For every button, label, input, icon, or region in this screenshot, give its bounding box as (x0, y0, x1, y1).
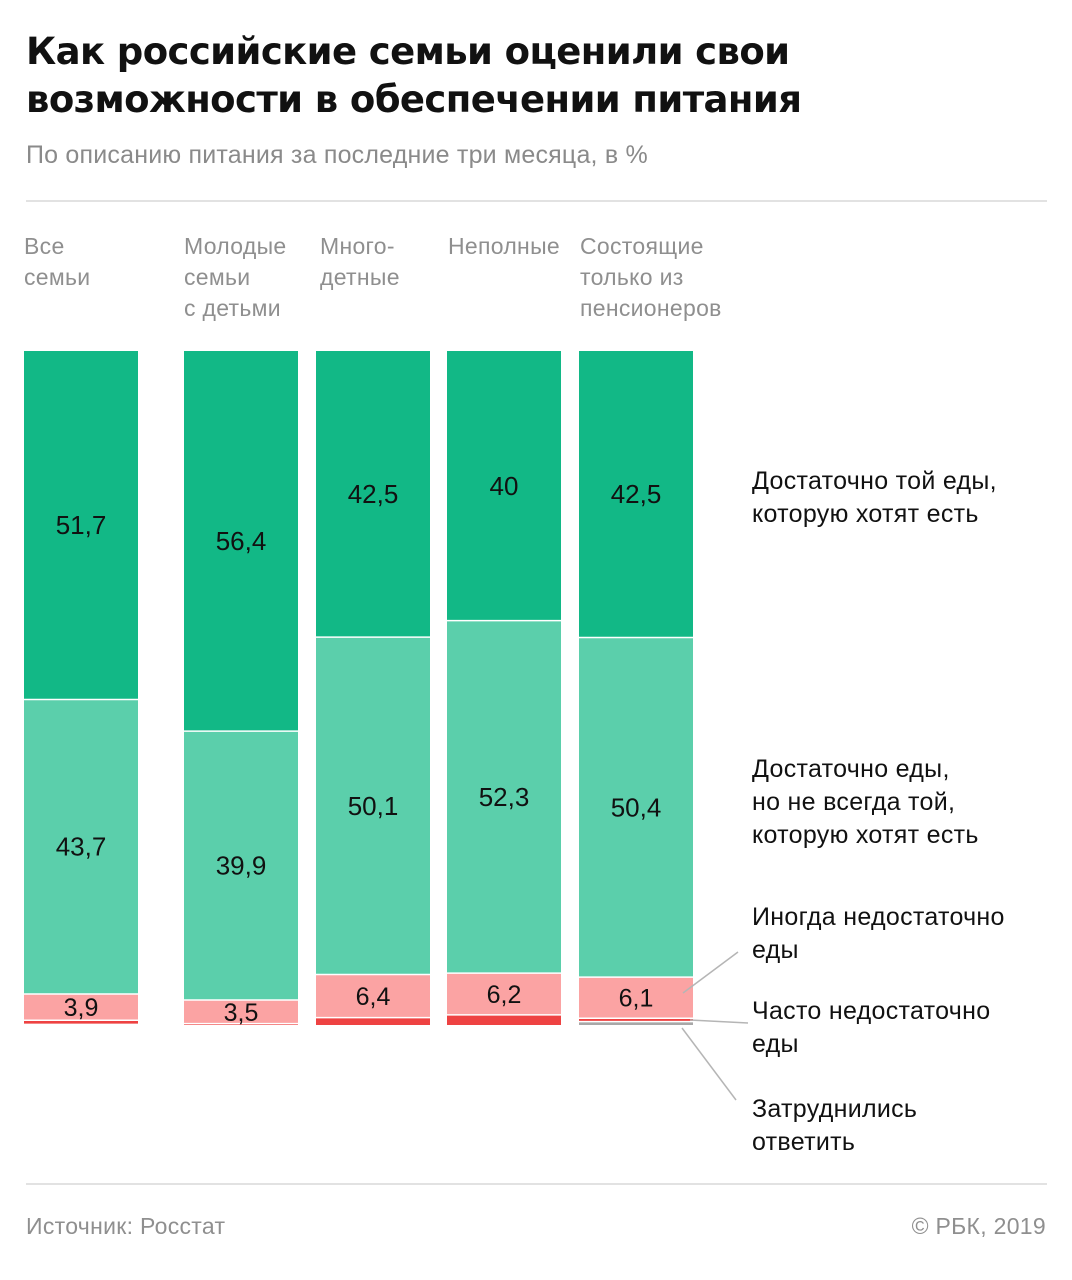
value-label-sometimes-not-enough: 6,1 (619, 985, 654, 1013)
value-label-enough-wanted: 42,5 (611, 479, 662, 509)
bar-segment-sometimes-not-enough (579, 977, 693, 1019)
category-label-line: семьи (184, 264, 251, 290)
legend-enough-wanted: Достаточно той еды, которую хотят есть (752, 465, 997, 531)
legend-line: Достаточно еды, (752, 755, 950, 783)
bar-segment-enough-wanted (24, 351, 138, 700)
value-label-sometimes-not-enough: 3,9 (64, 994, 99, 1022)
bar-segment-often-not-enough (316, 1017, 430, 1025)
top-divider (26, 200, 1047, 202)
bar-segment-enough-not-always (184, 731, 298, 1001)
legend-line: Затруднились (752, 1095, 918, 1123)
bar-segment-enough-not-always (579, 637, 693, 978)
bar-segment-often-not-enough (579, 1018, 693, 1022)
bar-segment-often-not-enough (447, 1014, 561, 1025)
value-label-enough-not-always: 52,3 (479, 782, 530, 812)
legend-often-not-enough: Часто недостаточно еды (752, 995, 990, 1061)
legend-enough-not-always: Достаточно еды, но не всегда той, котору… (752, 753, 979, 852)
chart-title-line-1: Как российские семьи оценили свои (26, 30, 790, 73)
bar-segment-enough-not-always (447, 620, 561, 974)
category-label-line: только из (580, 264, 684, 290)
bar-segment-sometimes-not-enough (184, 1000, 298, 1024)
bar-segment-sometimes-not-enough (24, 994, 138, 1021)
bottom-divider (26, 1183, 1047, 1185)
legend-hard-to-answer: Затруднились ответить (752, 1093, 917, 1159)
category-label-large-families: Много- детные (320, 231, 400, 293)
category-label-all-families: Все семьи (24, 231, 90, 293)
leader-lines-layer (681, 951, 749, 1101)
legend-line: еды (752, 936, 799, 964)
value-label-sometimes-not-enough: 6,4 (356, 983, 391, 1011)
category-label-line: семьи (24, 264, 91, 290)
legend-leader-line (689, 1019, 749, 1024)
value-label-enough-not-always: 43,7 (56, 832, 107, 862)
value-labels-layer: 51,7 43,7 3,9 56,4 39,9 3,5 42,5 50,1 6,4 40 52,3 6… (56, 471, 662, 1027)
value-label-enough-wanted: 51,7 (56, 510, 107, 540)
bar-segment-enough-not-always (24, 699, 138, 994)
category-label-pensioners: Состоящие только из пенсионеров (580, 231, 722, 324)
legend-line: ответить (752, 1128, 856, 1156)
category-label-single-parent: Неполные (448, 231, 560, 262)
bars-layer (24, 351, 693, 1026)
legend-leader-line (681, 1027, 737, 1101)
bar-segment-enough-wanted (447, 351, 561, 621)
value-label-enough-wanted: 40 (490, 471, 519, 501)
legend-line: Достаточно той еды, (752, 467, 997, 495)
legend-line: но не всегда той, (752, 788, 956, 816)
value-label-enough-not-always: 50,4 (611, 792, 662, 822)
legend-leader-line (682, 951, 739, 994)
bar-segment-hard-to-answer (579, 1021, 693, 1025)
legend-line: еды (752, 1030, 799, 1058)
value-label-enough-wanted: 56,4 (216, 526, 267, 556)
legend-line: Иногда недостаточно (752, 903, 1005, 931)
legend-line: Часто недостаточно (752, 997, 991, 1025)
category-label-line: Неполные (448, 233, 560, 259)
value-label-enough-wanted: 42,5 (348, 479, 399, 509)
bar-segment-sometimes-not-enough (316, 974, 430, 1018)
bar-segment-enough-wanted (579, 351, 693, 638)
legend-line: которую хотят есть (752, 821, 979, 849)
source-note: Источник: Росстат (26, 1213, 226, 1239)
category-label-line: Состоящие (580, 233, 704, 259)
bar-segment-enough-wanted (316, 351, 430, 638)
chart-title-line-2: возможности в обеспечении питания (26, 78, 802, 121)
bar-segment-enough-wanted (184, 351, 298, 732)
legend-line: которую хотят есть (752, 500, 979, 528)
chart-title: Как российские семьи оценили свои возмож… (26, 28, 1026, 124)
category-label-line: пенсионеров (580, 295, 722, 321)
legend-sometimes-not-enough: Иногда недостаточно еды (752, 901, 1005, 967)
chart-subtitle: По описанию питания за последние три мес… (26, 141, 648, 169)
value-label-sometimes-not-enough: 6,2 (487, 981, 522, 1009)
category-label-line: Много- (320, 233, 395, 259)
category-label-line: Молодые (184, 233, 287, 259)
bar-segment-enough-not-always (316, 637, 430, 975)
value-label-enough-not-always: 39,9 (216, 851, 267, 881)
category-label-line: с детьми (184, 295, 281, 321)
copyright: © РБК, 2019 (911, 1213, 1046, 1239)
bar-segment-sometimes-not-enough (447, 973, 561, 1015)
category-label-young-families: Молодые семьи с детьми (184, 231, 287, 324)
category-label-line: детные (320, 264, 400, 290)
value-label-sometimes-not-enough: 3,5 (224, 999, 259, 1027)
bar-segment-often-not-enough (24, 1020, 138, 1025)
value-label-enough-not-always: 50,1 (348, 791, 399, 821)
category-label-line: Все (24, 233, 65, 259)
